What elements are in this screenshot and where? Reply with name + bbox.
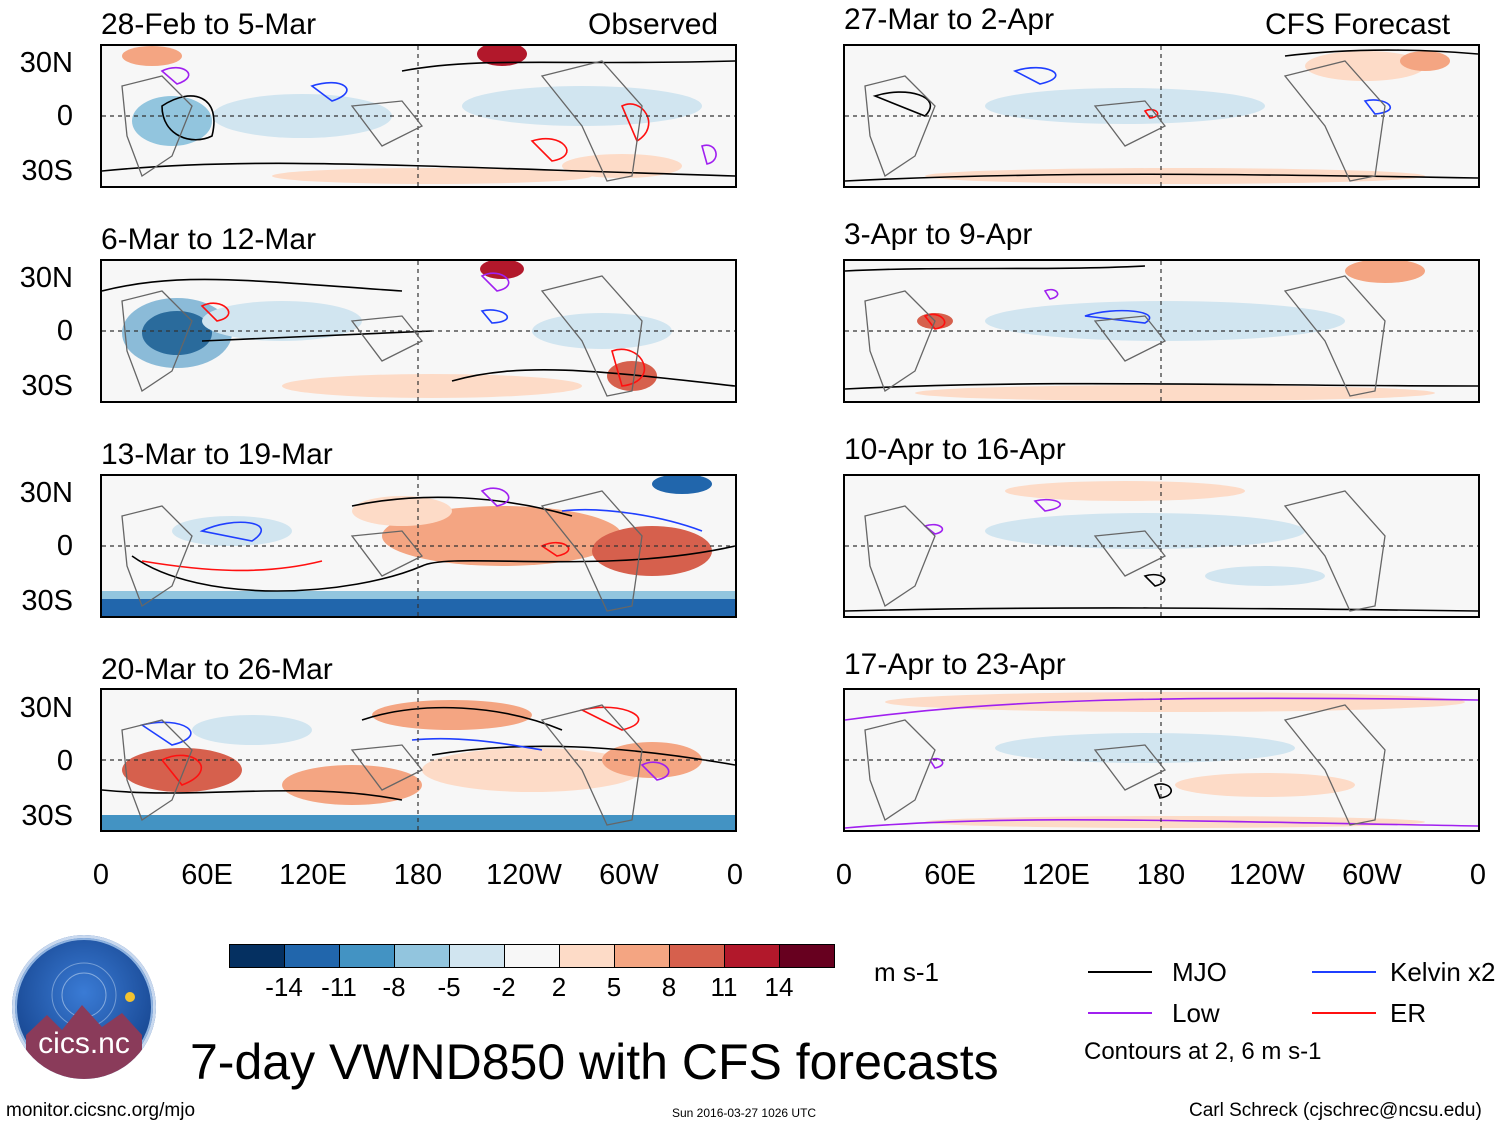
colorbar-tick-label: 2 bbox=[551, 972, 567, 1002]
colorbar-swatch bbox=[559, 945, 614, 967]
lon-label: 60E bbox=[181, 859, 233, 891]
colorbar-tick-label: -11 bbox=[321, 972, 357, 1002]
observed-panel-4-title: 20-Mar to 26-Mar bbox=[101, 653, 333, 686]
colorbar-tick-label: -5 bbox=[437, 972, 461, 1002]
low-legend-label: Low bbox=[1172, 998, 1220, 1028]
colorbar-tick-label: -2 bbox=[492, 972, 516, 1002]
cfs-forecast-label: CFS Forecast bbox=[1265, 8, 1451, 41]
kelvin-line-swatch bbox=[1312, 971, 1376, 973]
lat-label-eq: 0 bbox=[56, 530, 73, 562]
colorbar-tick-label: 5 bbox=[606, 972, 622, 1002]
colorbar-swatch bbox=[669, 945, 724, 967]
colorbar bbox=[229, 944, 835, 968]
lon-label: 60E bbox=[924, 859, 976, 891]
colorbar-tick-label: 11 bbox=[710, 972, 738, 1002]
observed-panel-3-title: 13-Mar to 19-Mar bbox=[101, 438, 333, 471]
logo-text: cics.nc bbox=[38, 1027, 130, 1060]
lat-label-eq: 0 bbox=[56, 100, 73, 132]
forecast-map-3 bbox=[843, 474, 1480, 618]
lat-label-30n: 30N bbox=[19, 262, 73, 294]
colorbar-tick-label: 14 bbox=[764, 972, 794, 1002]
observed-label: Observed bbox=[588, 8, 719, 41]
lon-label: 0 bbox=[835, 859, 853, 891]
lon-label: 180 bbox=[1136, 859, 1186, 891]
observed-map-1 bbox=[100, 44, 737, 188]
contours-note: Contours at 2, 6 m s-1 bbox=[1084, 1038, 1322, 1065]
lon-label: 120W bbox=[486, 859, 562, 891]
lat-label-30s: 30S bbox=[21, 370, 73, 402]
lon-label: 120W bbox=[1229, 859, 1305, 891]
er-line-swatch bbox=[1312, 1012, 1376, 1014]
lon-label: 60W bbox=[599, 859, 659, 891]
low-line-swatch bbox=[1088, 1012, 1152, 1014]
colorbar-tick-label: -8 bbox=[382, 972, 406, 1002]
colorbar-swatch bbox=[339, 945, 394, 967]
colorbar-swatch bbox=[504, 945, 559, 967]
footer-timestamp: Sun 2016-03-27 1026 UTC bbox=[672, 1106, 817, 1120]
colorbar-swatch bbox=[614, 945, 669, 967]
forecast-map-2 bbox=[843, 259, 1480, 403]
lat-label-30n: 30N bbox=[19, 477, 73, 509]
lon-label: 120E bbox=[279, 859, 347, 891]
forecast-map-4 bbox=[843, 688, 1480, 832]
colorbar-units: m s-1 bbox=[874, 957, 939, 987]
colorbar-swatch bbox=[230, 945, 284, 967]
lat-label-eq: 0 bbox=[56, 745, 73, 777]
colorbar-swatch bbox=[394, 945, 449, 967]
lat-label-30s: 30S bbox=[21, 800, 73, 832]
lon-label: 180 bbox=[393, 859, 443, 891]
colorbar-swatch bbox=[724, 945, 779, 967]
observed-panel-2-title: 6-Mar to 12-Mar bbox=[101, 223, 317, 256]
colorbar-swatch bbox=[779, 945, 834, 967]
mjo-legend-label: MJO bbox=[1172, 957, 1227, 987]
observed-panel-1-title: 28-Feb to 5-Mar bbox=[101, 8, 317, 41]
lat-label-eq: 0 bbox=[56, 315, 73, 347]
colorbar-tick-label: -14 bbox=[265, 972, 303, 1002]
observed-map-3 bbox=[100, 474, 737, 618]
lon-label: 0 bbox=[726, 859, 744, 891]
forecast-panel-1-title: 27-Mar to 2-Apr bbox=[844, 3, 1055, 36]
observed-map-4 bbox=[100, 688, 737, 832]
lon-label: 0 bbox=[1469, 859, 1487, 891]
lat-label-30n: 30N bbox=[19, 692, 73, 724]
er-legend-label: ER bbox=[1390, 998, 1427, 1028]
logo-graphic bbox=[15, 938, 153, 1079]
footer-url[interactable]: monitor.cicsnc.org/mjo bbox=[6, 1100, 196, 1121]
main-title: 7-day VWND850 with CFS forecasts bbox=[190, 1034, 999, 1090]
lon-label: 120E bbox=[1022, 859, 1090, 891]
forecast-panel-2-title: 3-Apr to 9-Apr bbox=[844, 218, 1033, 251]
lon-label: 60W bbox=[1342, 859, 1402, 891]
forecast-map-1 bbox=[843, 44, 1480, 188]
lat-label-30s: 30S bbox=[21, 155, 73, 187]
kelvin-legend-label: Kelvin x2 bbox=[1390, 957, 1496, 987]
colorbar-tick-label: 8 bbox=[661, 972, 677, 1002]
colorbar-swatch bbox=[449, 945, 504, 967]
lon-label: 0 bbox=[92, 859, 110, 891]
cicsnc-logo: cics.nc bbox=[12, 935, 156, 1079]
mjo-line-swatch bbox=[1088, 971, 1152, 973]
footer-author: Carl Schreck (cjschrec@ncsu.edu) bbox=[1189, 1100, 1482, 1121]
colorbar-swatch bbox=[284, 945, 339, 967]
observed-map-2 bbox=[100, 259, 737, 403]
forecast-panel-3-title: 10-Apr to 16-Apr bbox=[844, 433, 1066, 466]
lat-label-30n: 30N bbox=[19, 47, 73, 79]
lat-label-30s: 30S bbox=[21, 585, 73, 617]
forecast-panel-4-title: 17-Apr to 23-Apr bbox=[844, 648, 1066, 681]
